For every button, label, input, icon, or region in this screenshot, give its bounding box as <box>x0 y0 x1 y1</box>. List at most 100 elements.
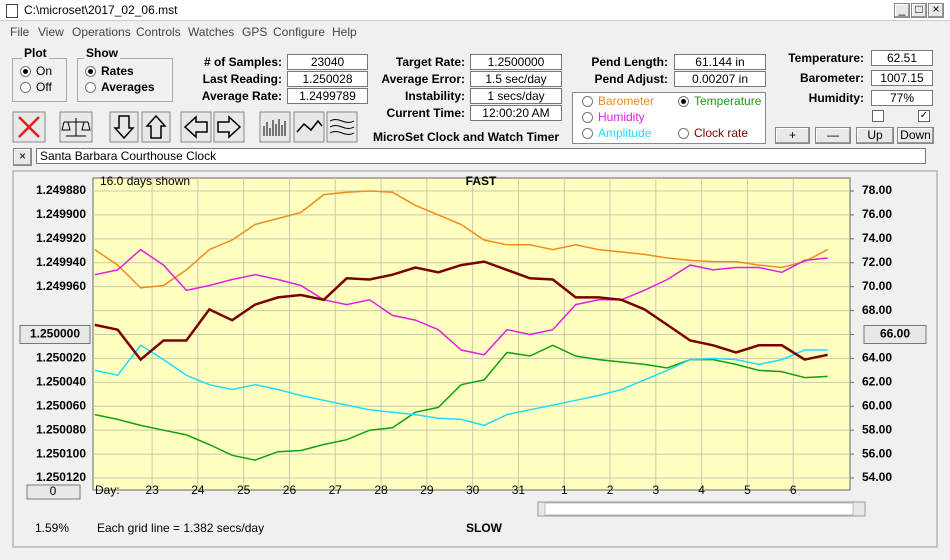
field-label: Average Rate: <box>201 89 282 103</box>
center-button[interactable] <box>19 325 91 344</box>
radio-dot[interactable] <box>678 96 689 108</box>
x-tick-label: 2 <box>607 483 614 497</box>
radio-dot[interactable] <box>582 96 593 108</box>
minimize[interactable]: _ <box>894 3 910 18</box>
waves-button[interactable] <box>326 111 358 143</box>
field-value: 1 secs/day <box>470 88 562 104</box>
radio-option[interactable]: Rates <box>85 64 134 78</box>
y2-tick-label: 60.00 <box>862 398 892 412</box>
radio-dot[interactable] <box>85 66 96 78</box>
menu-item[interactable]: Configure <box>273 25 326 39</box>
field-label: Last Reading: <box>202 72 282 86</box>
stop-button[interactable] <box>12 111 46 143</box>
y-tick-label: 1.249880 <box>36 183 86 197</box>
offset-button[interactable] <box>26 484 81 500</box>
legend-label: Clock rate <box>694 126 749 140</box>
field-value: 1.250028 <box>287 71 368 87</box>
legend-label: Humidity <box>598 110 645 124</box>
x-tick-label: 4 <box>698 483 705 497</box>
menu-item[interactable]: File <box>10 25 30 39</box>
menu-item[interactable]: View <box>38 25 64 39</box>
radio-label: Averages <box>101 80 155 94</box>
radio-dot[interactable] <box>20 66 31 78</box>
radio-dot[interactable] <box>582 112 593 124</box>
button[interactable]: — <box>815 127 851 144</box>
radio-option[interactable]: Averages <box>85 80 155 94</box>
up-button[interactable] <box>141 111 171 143</box>
x-tick-label: 30 <box>466 483 480 497</box>
radio-dot[interactable] <box>20 82 31 94</box>
x-tick-label: 28 <box>374 483 388 497</box>
menu-item[interactable]: Controls <box>136 25 181 39</box>
wave-button[interactable] <box>293 111 325 143</box>
y-tick-label: 1.249940 <box>36 255 86 269</box>
x-tick-label: 6 <box>790 483 797 497</box>
menu-item[interactable]: Watches <box>188 25 235 39</box>
left-button[interactable] <box>180 111 212 143</box>
radio-option[interactable]: Off <box>20 80 52 94</box>
y-tick-label: 1.249920 <box>36 231 86 245</box>
y2-tick-label: 76.00 <box>862 207 892 221</box>
x-tick-label: 24 <box>191 483 205 497</box>
button[interactable]: Up <box>856 127 894 144</box>
field-label: Instability: <box>404 89 465 103</box>
series-line <box>94 248 828 356</box>
field-label: Target Rate: <box>395 55 465 69</box>
menu-item[interactable]: Operations <box>72 25 131 39</box>
x-tick-label: 5 <box>744 483 751 497</box>
x-tick-label: 25 <box>237 483 251 497</box>
radio-dot[interactable] <box>582 128 593 140</box>
legend-label: Temperature <box>694 94 762 108</box>
field-label: Barometer: <box>799 71 864 85</box>
checkbox-checked[interactable]: ✓ <box>918 110 930 122</box>
y-tick-label: 1.250040 <box>36 375 86 389</box>
clock-name[interactable]: Santa Barbara Courthouse Clock <box>36 148 926 164</box>
field-value: 61.144 in <box>674 54 766 70</box>
series-line <box>94 190 828 289</box>
x-tick-label: 1 <box>561 483 568 497</box>
series-line <box>94 260 828 362</box>
legend-label: Amplitude <box>598 126 652 140</box>
bars-button[interactable] <box>259 111 291 143</box>
x-tick-label: 29 <box>420 483 434 497</box>
radio-label: Off <box>36 80 52 94</box>
days-shown: 16.0 days shown <box>100 174 190 188</box>
button[interactable]: + <box>775 127 810 144</box>
button[interactable]: Down <box>897 127 934 144</box>
series-radio[interactable]: Humidity <box>582 110 645 124</box>
field-value: 0.00207 in <box>674 71 766 87</box>
field-value: 77% <box>871 90 933 106</box>
balance-button[interactable] <box>59 111 93 143</box>
y-tick-label: 1.249900 <box>36 207 86 221</box>
radio-dot[interactable] <box>678 128 689 140</box>
down-button[interactable] <box>109 111 139 143</box>
menu-item[interactable]: Help <box>332 25 357 39</box>
clear-button[interactable]: × <box>13 148 32 166</box>
x-tick-label: 3 <box>652 483 659 497</box>
radio-dot[interactable] <box>85 82 96 94</box>
field-label: # of Samples: <box>203 55 282 69</box>
menu-item[interactable]: GPS <box>242 25 268 39</box>
close[interactable]: × <box>928 3 944 18</box>
right-button[interactable] <box>213 111 245 143</box>
series-selector <box>572 92 766 144</box>
y-tick-label: 1.250100 <box>36 446 86 460</box>
window-title: C:\microset\2017_02_06.mst <box>24 3 178 17</box>
series-radio[interactable]: Temperature <box>678 94 761 108</box>
center-button[interactable] <box>863 325 927 344</box>
x-tick-label: 31 <box>512 483 526 497</box>
x-tick-label: 26 <box>283 483 297 497</box>
series-radio[interactable]: Amplitude <box>582 126 651 140</box>
y2-tick-label: 72.00 <box>862 255 892 269</box>
scroll-thumb[interactable] <box>544 502 854 516</box>
y2-tick-label: 62.00 <box>862 375 892 389</box>
series-radio[interactable]: Clock rate <box>678 126 748 140</box>
maximize[interactable]: □ <box>911 3 927 18</box>
series-line <box>94 344 828 461</box>
radio-option[interactable]: On <box>20 64 52 78</box>
series-radio[interactable]: Barometer <box>582 94 654 108</box>
checkbox[interactable] <box>872 110 884 122</box>
